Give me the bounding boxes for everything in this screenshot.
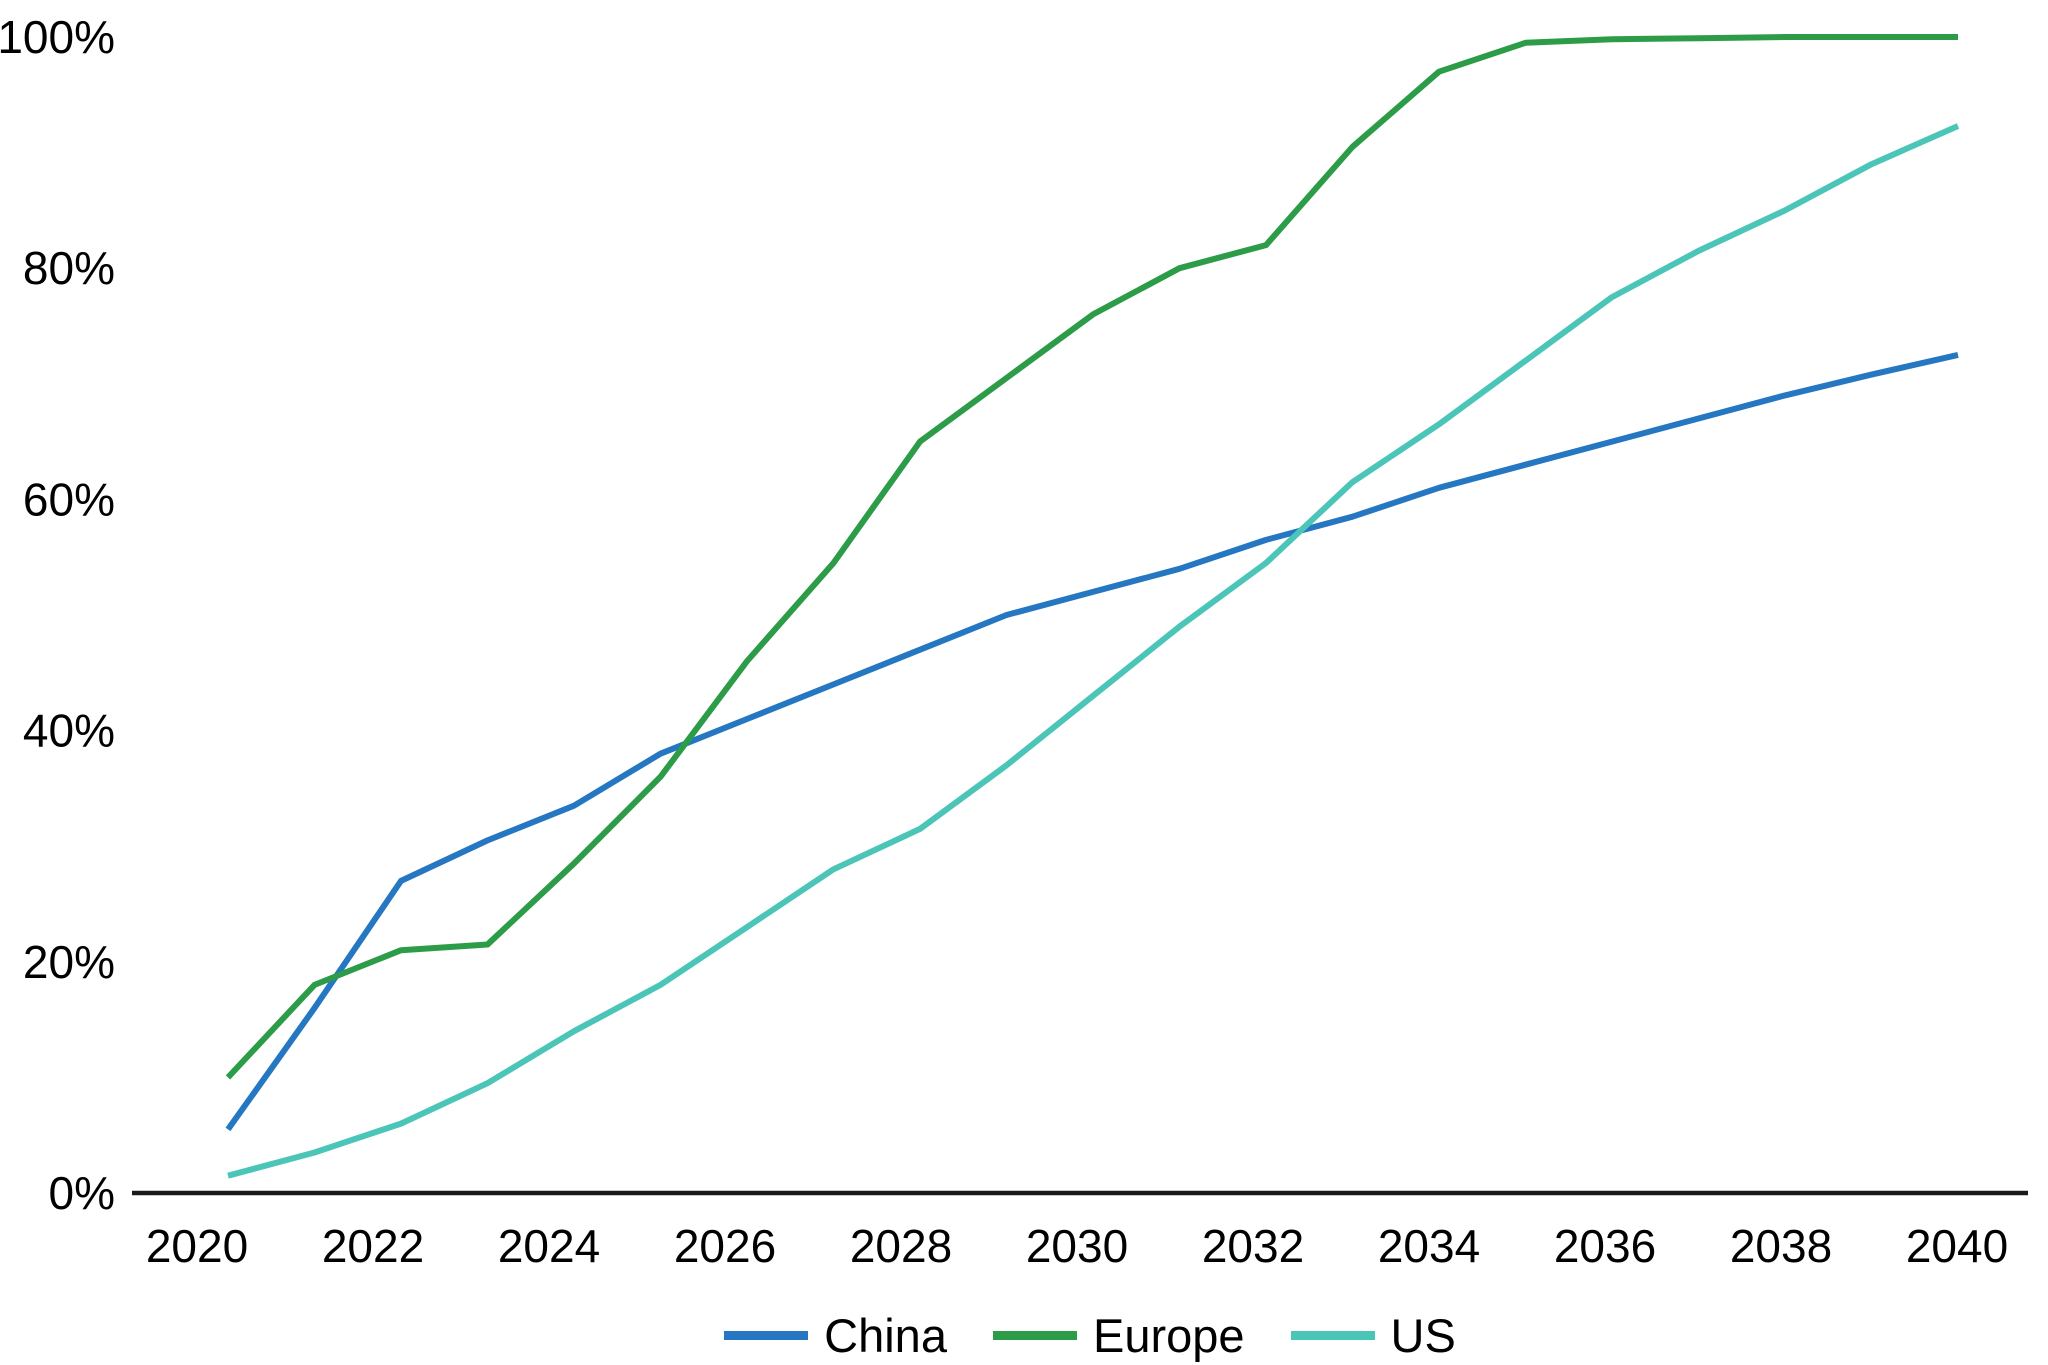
- legend-label: Europe: [1092, 1309, 1245, 1362]
- x-axis-tick-label: 2032: [1202, 1220, 1304, 1272]
- series-line-china: [225, 351, 1959, 1132]
- series-line-us: [227, 123, 1960, 1179]
- legend-item-china: China: [724, 1312, 947, 1359]
- x-axis-tick-label: 2026: [674, 1220, 776, 1272]
- y-axis-tick-label: 100%: [0, 11, 115, 63]
- x-axis-tick-label: 2034: [1378, 1220, 1480, 1272]
- y-axis-tick-label: 60%: [23, 473, 115, 525]
- y-axis-tick-label: 40%: [23, 705, 115, 757]
- chart-legend: China Europe US: [132, 1312, 2048, 1359]
- legend-swatch-china: [724, 1331, 809, 1340]
- series-line-europe: [225, 34, 1958, 1080]
- legend-label: US: [1390, 1309, 1456, 1362]
- legend-label: China: [824, 1309, 947, 1362]
- legend-item-europe: Europe: [992, 1309, 1245, 1362]
- legend-swatch-europe: [992, 1331, 1077, 1340]
- x-axis-tick-label: 2036: [1554, 1220, 1656, 1272]
- y-axis-tick-label: 0%: [49, 1167, 115, 1219]
- y-axis-tick-label: 20%: [23, 936, 115, 988]
- x-axis-tick-label: 2030: [1026, 1220, 1128, 1272]
- x-axis-tick-label: 2020: [146, 1220, 248, 1272]
- x-axis-tick-label: 2024: [498, 1220, 600, 1272]
- x-axis-tick-label: 2028: [850, 1220, 952, 1272]
- legend-item-us: US: [1290, 1309, 1456, 1362]
- y-axis-tick-label: 80%: [23, 242, 115, 294]
- x-axis-tick-label: 2038: [1730, 1220, 1832, 1272]
- x-axis-tick-label: 2022: [322, 1220, 424, 1272]
- legend-swatch-us: [1290, 1331, 1375, 1340]
- x-axis-tick-label: 2040: [1906, 1220, 2008, 1272]
